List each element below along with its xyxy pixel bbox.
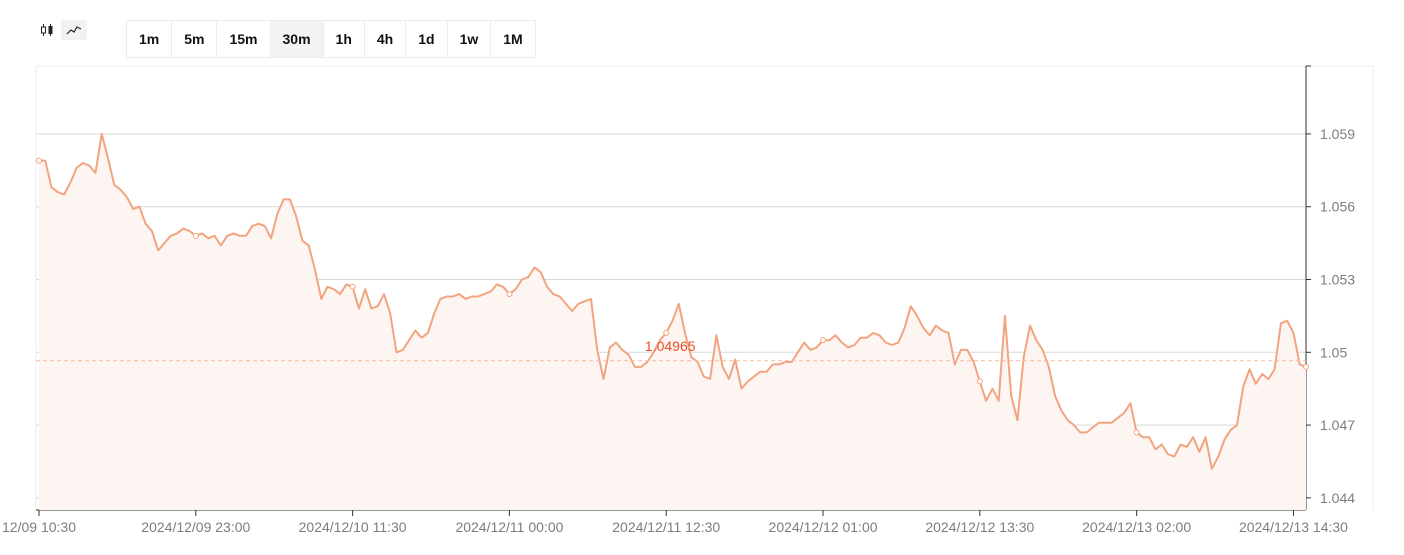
x-tick-label: 2024/12/11 12:30 (612, 519, 720, 535)
x-tick-label: 2024/12/13 02:00 (1082, 519, 1191, 535)
candlestick-chart-button[interactable] (34, 20, 60, 40)
timeframe-button-30m[interactable]: 30m (270, 21, 324, 57)
data-point (349, 283, 356, 290)
x-tick-label: 2024/12/13 14:30 (1239, 519, 1348, 535)
data-point (1133, 429, 1140, 436)
data-point (976, 378, 983, 385)
price-series-line[interactable] (39, 132, 1307, 470)
y-tick-label: 1.05 (1320, 344, 1347, 360)
timeframe-button-4h[interactable]: 4h (364, 21, 407, 57)
data-point (663, 329, 670, 336)
y-tick-label: 1.053 (1320, 272, 1355, 288)
x-tick-label: 2024/12/09 23:00 (141, 519, 250, 535)
data-point (506, 291, 513, 298)
x-tick-label: 2024/12/12 01:00 (769, 519, 878, 535)
y-tick-label: 1.056 (1320, 199, 1355, 215)
x-tick-label: 2024/12/11 00:00 (455, 519, 563, 535)
x-tick-label: 12/09 10:30 (2, 519, 76, 535)
y-tick-label: 1.044 (1320, 490, 1355, 506)
y-tick-label: 1.047 (1320, 417, 1355, 433)
timeframe-button-15m[interactable]: 15m (217, 21, 271, 57)
x-tick-label: 2024/12/10 11:30 (299, 519, 407, 535)
timeframe-button-1h[interactable]: 1h (323, 21, 365, 57)
data-point (36, 157, 42, 164)
line-chart-icon (66, 26, 82, 35)
timeframe-button-1w[interactable]: 1w (447, 21, 492, 57)
chart-toolbar: 1m 5m 15m 30m 1h 4h 1d 1w 1M (34, 20, 536, 58)
data-point (1303, 363, 1309, 370)
data-point (820, 337, 827, 344)
chart-type-toggle (34, 20, 88, 40)
timeframe-button-1M[interactable]: 1M (491, 21, 535, 57)
candlestick-icon (41, 24, 53, 36)
data-point (192, 232, 199, 239)
timeframe-selector: 1m 5m 15m 30m 1h 4h 1d 1w 1M (126, 20, 536, 58)
timeframe-button-1d[interactable]: 1d (406, 21, 448, 57)
current-price-label: 1.04965 (645, 338, 696, 354)
y-tick-label: 1.059 (1320, 126, 1355, 142)
timeframe-button-5m[interactable]: 5m (172, 21, 218, 57)
x-tick-label: 2024/12/12 13:30 (925, 519, 1034, 535)
timeframe-button-1m[interactable]: 1m (127, 21, 173, 57)
line-chart-button[interactable] (61, 20, 87, 40)
